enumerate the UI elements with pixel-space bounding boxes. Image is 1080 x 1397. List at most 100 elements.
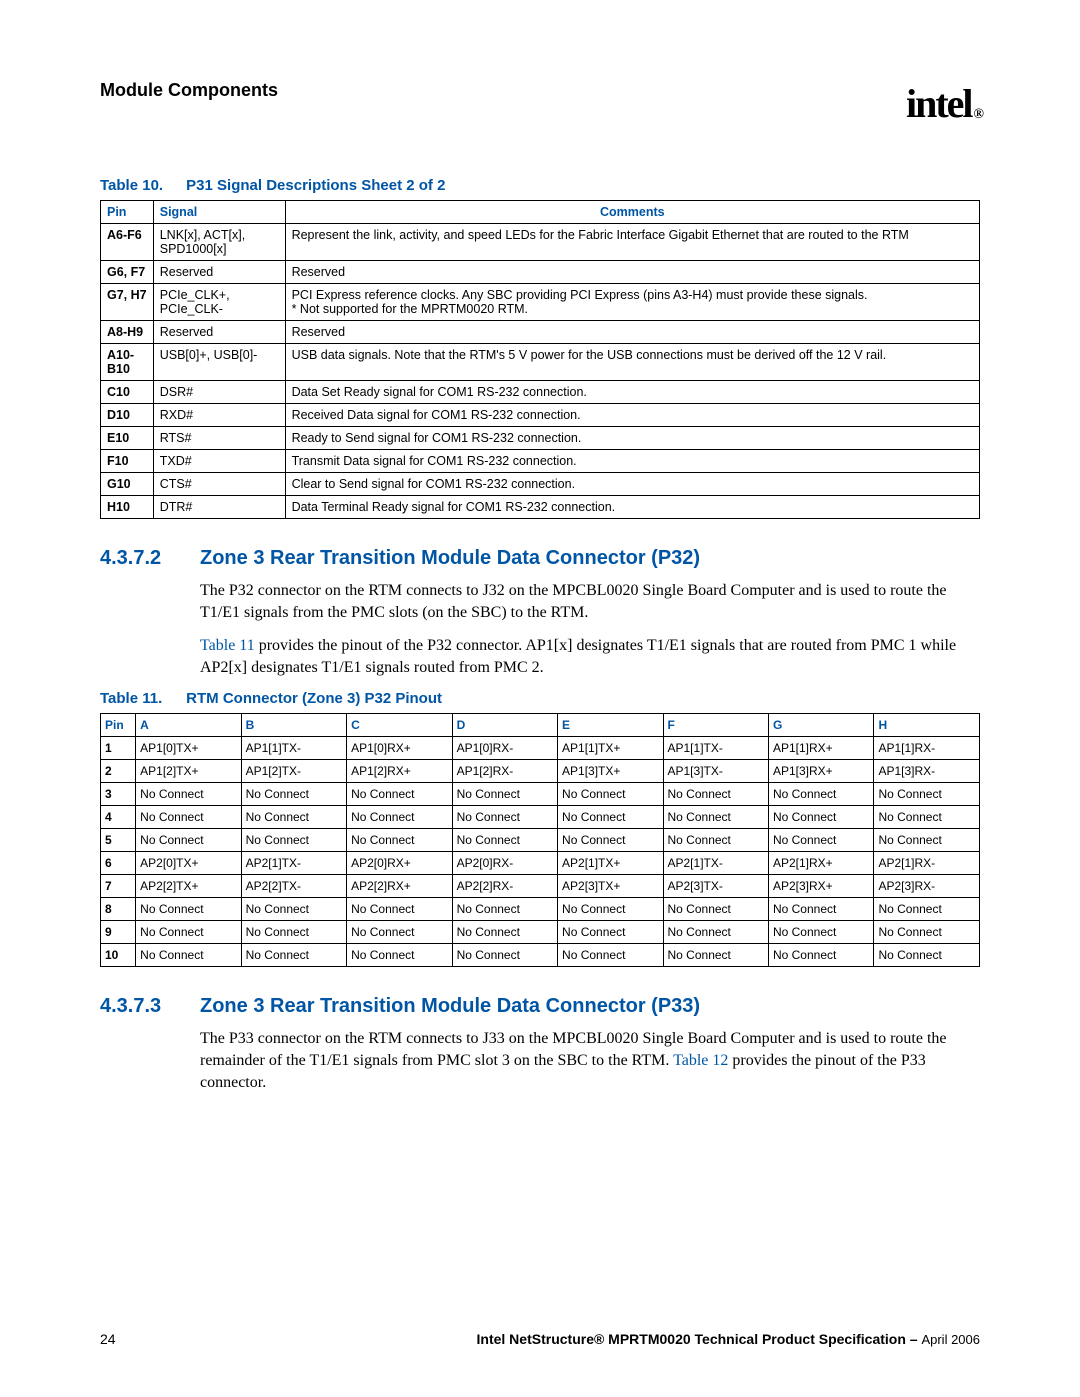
table-cell: No Connect [874, 806, 980, 829]
table-cell: A8-H9 [101, 321, 154, 344]
table10-caption: Table 10. P31 Signal Descriptions Sheet … [100, 177, 980, 194]
section-4372-heading: 4.3.7.2 Zone 3 Rear Transition Module Da… [100, 547, 980, 570]
table-cell: AP1[1]RX+ [768, 737, 873, 760]
table-cell: No Connect [558, 944, 663, 967]
table12-link[interactable]: Table 12 [673, 1052, 728, 1069]
table-cell: 2 [101, 760, 136, 783]
table-cell: USB data signals. Note that the RTM's 5 … [285, 344, 979, 381]
table-cell: Received Data signal for COM1 RS-232 con… [285, 404, 979, 427]
table-cell: No Connect [241, 921, 346, 944]
table-row: H10DTR#Data Terminal Ready signal for CO… [101, 496, 980, 519]
table-cell: No Connect [558, 806, 663, 829]
table-cell: G10 [101, 473, 154, 496]
table-cell: TXD# [153, 450, 285, 473]
table-cell: 7 [101, 875, 136, 898]
table-row: C10DSR#Data Set Ready signal for COM1 RS… [101, 381, 980, 404]
module-title: Module Components [100, 80, 278, 101]
section-4372-para2-rest: provides the pinout of the P32 connector… [200, 637, 956, 676]
page-number: 24 [100, 1331, 116, 1347]
table-cell: No Connect [241, 806, 346, 829]
table-cell: AP2[3]RX+ [768, 875, 873, 898]
footer-text: Intel NetStructure® MPRTM0020 Technical … [477, 1331, 980, 1347]
table-cell: Data Terminal Ready signal for COM1 RS-2… [285, 496, 979, 519]
table-cell: AP1[2]TX- [241, 760, 346, 783]
table-row: 9No ConnectNo ConnectNo ConnectNo Connec… [101, 921, 980, 944]
page-header: Module Components intel ® [100, 80, 980, 127]
table10-title: P31 Signal Descriptions Sheet 2 of 2 [186, 177, 445, 194]
section-4372-title: Zone 3 Rear Transition Module Data Conne… [200, 547, 700, 570]
table-cell: No Connect [558, 898, 663, 921]
table-cell: No Connect [663, 806, 768, 829]
table-header: C [347, 714, 452, 737]
table-row: 4No ConnectNo ConnectNo ConnectNo Connec… [101, 806, 980, 829]
table-cell: Reserved [285, 261, 979, 284]
table-row: 5No ConnectNo ConnectNo ConnectNo Connec… [101, 829, 980, 852]
table-cell: No Connect [452, 829, 557, 852]
table-cell: G7, H7 [101, 284, 154, 321]
table11-link[interactable]: Table 11 [200, 637, 255, 654]
table-header: G [768, 714, 873, 737]
table-cell: No Connect [768, 829, 873, 852]
table-cell: No Connect [241, 898, 346, 921]
table-cell: D10 [101, 404, 154, 427]
table-cell: No Connect [558, 829, 663, 852]
table-row: A6-F6LNK[x], ACT[x], SPD1000[x]Represent… [101, 224, 980, 261]
footer-main: Intel NetStructure® MPRTM0020 Technical … [477, 1331, 922, 1347]
table-cell: RXD# [153, 404, 285, 427]
table-cell: No Connect [136, 806, 241, 829]
table11-caption: Table 11. RTM Connector (Zone 3) P32 Pin… [100, 690, 980, 707]
section-4372-para2: Table 11 provides the pinout of the P32 … [200, 635, 980, 678]
table-cell: Clear to Send signal for COM1 RS-232 con… [285, 473, 979, 496]
table-cell: No Connect [452, 898, 557, 921]
logo-text: intel [906, 80, 972, 127]
table-row: E10RTS#Ready to Send signal for COM1 RS-… [101, 427, 980, 450]
table-cell: 10 [101, 944, 136, 967]
table-cell: AP1[1]TX+ [558, 737, 663, 760]
table-cell: 4 [101, 806, 136, 829]
table-cell: AP2[3]RX- [874, 875, 980, 898]
table-cell: DSR# [153, 381, 285, 404]
table-cell: No Connect [241, 829, 346, 852]
section-4372-para1: The P32 connector on the RTM connects to… [200, 580, 980, 623]
table-row: G10CTS#Clear to Send signal for COM1 RS-… [101, 473, 980, 496]
table-cell: AP2[2]TX- [241, 875, 346, 898]
footer-date: April 2006 [921, 1332, 980, 1347]
section-4373-para1: The P33 connector on the RTM connects to… [200, 1028, 980, 1093]
table-cell: AP2[1]TX- [241, 852, 346, 875]
table-header: B [241, 714, 346, 737]
table-cell: A10-B10 [101, 344, 154, 381]
table-header: Pin [101, 201, 154, 224]
table-cell: No Connect [136, 829, 241, 852]
table-cell: CTS# [153, 473, 285, 496]
table-cell: USB[0]+, USB[0]- [153, 344, 285, 381]
table-cell: AP2[0]RX+ [347, 852, 452, 875]
table10: PinSignalComments A6-F6LNK[x], ACT[x], S… [100, 200, 980, 519]
table-row: 7AP2[2]TX+AP2[2]TX-AP2[2]RX+AP2[2]RX- AP2… [101, 875, 980, 898]
table-cell: No Connect [452, 921, 557, 944]
table-row: G7, H7PCIe_CLK+, PCIe_CLK-PCI Express re… [101, 284, 980, 321]
table-cell: AP2[2]RX+ [347, 875, 452, 898]
table-row: A10-B10USB[0]+, USB[0]-USB data signals.… [101, 344, 980, 381]
table-cell: No Connect [452, 783, 557, 806]
table-cell: 6 [101, 852, 136, 875]
table-cell: AP1[3]RX- [874, 760, 980, 783]
table-cell: AP2[2]RX- [452, 875, 557, 898]
table-row: G6, F7ReservedReserved [101, 261, 980, 284]
page: Module Components intel ® Table 10. P31 … [0, 0, 1080, 1397]
table-cell: No Connect [136, 898, 241, 921]
table-cell: No Connect [347, 898, 452, 921]
table-cell: AP2[2]TX+ [136, 875, 241, 898]
table-cell: No Connect [452, 806, 557, 829]
table-cell: 1 [101, 737, 136, 760]
table-cell: Transmit Data signal for COM1 RS-232 con… [285, 450, 979, 473]
table-cell: LNK[x], ACT[x], SPD1000[x] [153, 224, 285, 261]
table-cell: Reserved [285, 321, 979, 344]
table-cell: No Connect [241, 783, 346, 806]
table-cell: No Connect [663, 944, 768, 967]
table-header: F [663, 714, 768, 737]
table-cell: No Connect [768, 921, 873, 944]
table-cell: AP1[0]RX+ [347, 737, 452, 760]
table-cell: Data Set Ready signal for COM1 RS-232 co… [285, 381, 979, 404]
table-row: 6AP2[0]TX+AP2[1]TX-AP2[0]RX+AP2[0]RX-AP2… [101, 852, 980, 875]
table-cell: AP2[0]RX- [452, 852, 557, 875]
